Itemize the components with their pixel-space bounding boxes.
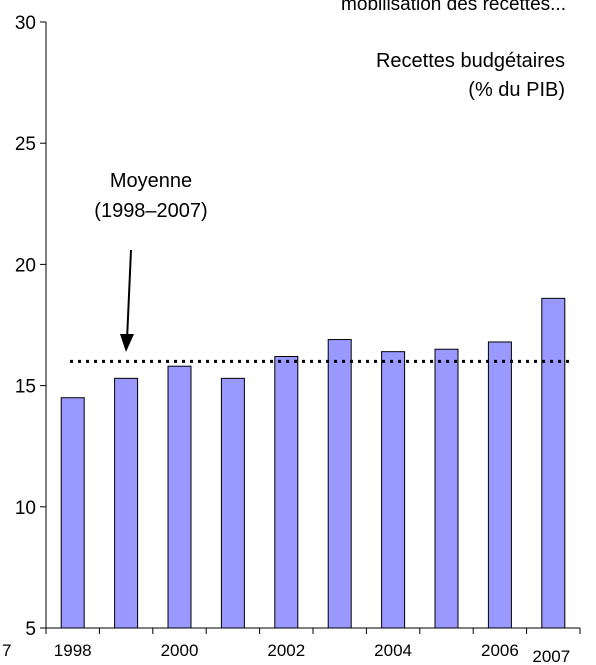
edge-fragment-text: 7 — [2, 641, 11, 660]
x-tick-label-2002: 2002 — [267, 641, 305, 660]
x-tick-label-2006: 2006 — [481, 641, 519, 660]
bar-1998 — [60, 397, 85, 629]
x-tick-label-2007: 2007 — [532, 647, 570, 665]
bar-2006 — [487, 341, 512, 629]
y-tick-label-5: 5 — [25, 619, 36, 640]
average-arrow — [120, 249, 134, 352]
bar-2004 — [381, 351, 406, 629]
chart-title-line-2: (% du PIB) — [468, 79, 565, 101]
bar-1999 — [114, 377, 139, 629]
x-tick-label-2004: 2004 — [374, 641, 412, 660]
axes-layer: 5 10 15 20 25 30 1998 2000 2002 2004 2006 2007 — [15, 13, 581, 665]
bar-2003 — [327, 339, 352, 629]
y-tick-label-25: 25 — [15, 134, 36, 155]
bar-2001 — [220, 377, 245, 629]
average-label-line-2: (1998–2007) — [94, 200, 207, 222]
chart-title-line-1: Recettes budgétaires — [376, 50, 565, 72]
bar-2007 — [541, 297, 566, 629]
bars-layer — [60, 297, 566, 629]
average-label-line-1: Moyenne — [110, 170, 192, 192]
header-fragment-text: mobilisation des recettes... — [341, 0, 566, 15]
bar-2002 — [274, 356, 299, 629]
x-tick-label-1998: 1998 — [54, 641, 92, 660]
y-tick-label-30: 30 — [15, 13, 36, 34]
bar-2005 — [434, 348, 459, 629]
y-tick-label-15: 15 — [15, 377, 36, 398]
x-tick-label-2000: 2000 — [161, 641, 199, 660]
y-tick-label-10: 10 — [15, 498, 36, 519]
y-tick-label-20: 20 — [15, 255, 36, 276]
bar-2000 — [167, 365, 192, 629]
